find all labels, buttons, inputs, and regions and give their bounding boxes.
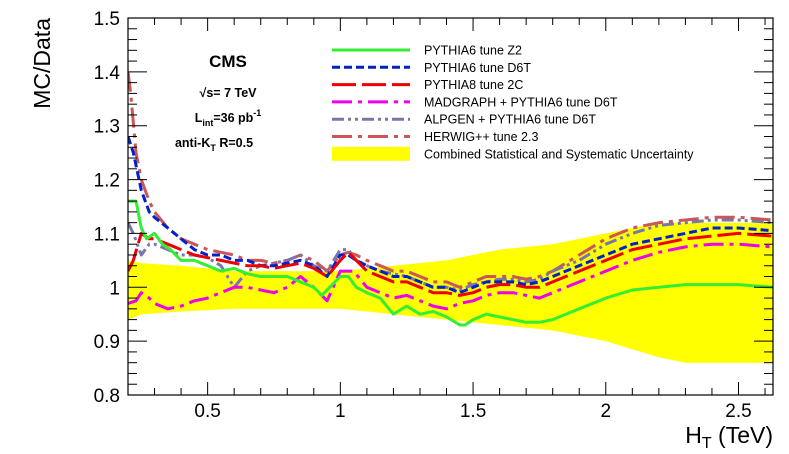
x-tick-label: 1 <box>335 401 346 422</box>
x-tick-label: 2.5 <box>725 401 751 422</box>
plot-border <box>127 17 774 396</box>
legend-label-herwig-tune-2-3: HERWIG++ tune 2.3 <box>424 130 538 144</box>
y-axis-title: MC/Data <box>29 18 55 109</box>
y-tick-label: 1.5 <box>94 9 120 30</box>
legend-label-pythia6-tune-d6t: PYTHIA6 tune D6T <box>424 61 531 75</box>
legend-swatch-uncertainty-band <box>332 146 410 161</box>
legend-label-pythia6-tune-z2: PYTHIA6 tune Z2 <box>424 44 522 58</box>
axis-ticks: 0.5 1 1.5 2 2.5 0.8 0.9 1 1.1 1.2 1.3 1.4 1.5 <box>94 9 773 422</box>
legend-label-madgraph-pythia6-tune-d6t: MADGRAPH + PYTHIA6 tune D6T <box>424 95 618 109</box>
x-tick-label: 0.5 <box>194 401 220 422</box>
y-tick-label: 0.9 <box>94 332 120 353</box>
jet-algorithm-label: anti-KT R=0.5 <box>175 136 253 153</box>
y-tick-label: 1.2 <box>94 171 120 192</box>
legend-label-pythia8-tune-2c: PYTHIA8 tune 2C <box>424 78 523 92</box>
series-line-pythia6-tune-z2 <box>128 199 773 327</box>
plot-frame <box>127 17 774 396</box>
legend-label-alpgen-pythia6-tune-d6t: ALPGEN + PYTHIA6 tune D6T <box>424 113 596 127</box>
y-tick-label: 1.3 <box>94 117 120 138</box>
y-tick-label: 1 <box>109 278 120 299</box>
legend-label-uncertainty-band: Combined Statistical and Systematic Unce… <box>424 147 694 161</box>
info-box: CMS √s= 7 TeV Lint=36 pb-1 anti-KT R=0.5 <box>175 52 261 153</box>
series-line-madgraph-pythia6-tune-d6t <box>128 242 773 311</box>
legend: PYTHIA6 tune Z2 PYTHIA6 tune D6T PYTHIA8 t… <box>332 44 694 161</box>
series-line-pythia8-tune-2c <box>128 231 773 297</box>
x-tick-label: 2 <box>600 401 611 422</box>
series-line-pythia6-tune-d6t <box>128 136 773 295</box>
x-tick-label: 1.5 <box>460 401 486 422</box>
y-tick-label: 0.8 <box>94 386 120 407</box>
experiment-label: CMS <box>209 52 247 71</box>
y-tick-label: 1.4 <box>94 63 121 84</box>
energy-label: √s= 7 TeV <box>199 86 257 100</box>
luminosity-label: Lint=36 pb-1 <box>195 108 262 128</box>
series-layer <box>128 71 773 327</box>
x-axis-title: HT (TeV) <box>685 422 773 452</box>
y-tick-label: 1.1 <box>94 224 120 245</box>
